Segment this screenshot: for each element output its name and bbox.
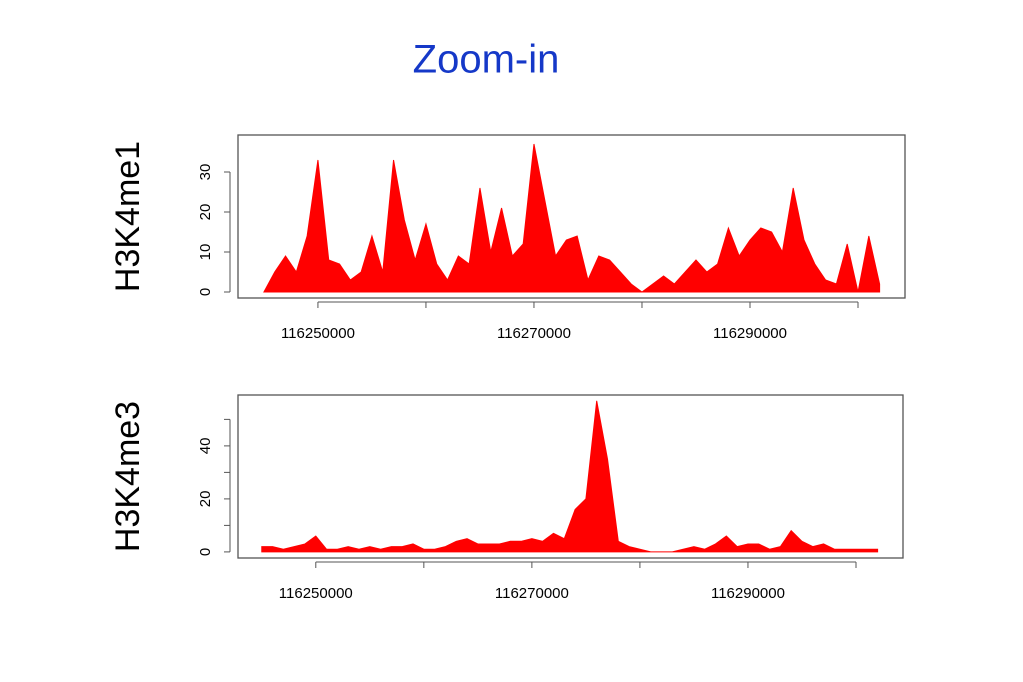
x-tick-label: 116290000 [711,585,785,602]
y-tick-label: 40 [197,438,214,455]
y-tick-label: 0 [197,548,214,556]
y-tick-label: 20 [197,204,214,221]
y-axis-label: H3K4me3 [109,401,147,552]
y-tick-label: 20 [197,491,214,508]
x-tick-label: 116270000 [495,585,569,602]
signal-area [261,400,879,553]
chart-title: Zoom-in [413,38,560,82]
x-tick-label: 116250000 [281,325,355,342]
y-tick-label: 0 [197,288,214,296]
plot-frame [237,394,904,559]
x-tick-label: 116270000 [497,325,571,342]
y-axis-label: H3K4me1 [109,141,147,292]
x-tick-label: 116290000 [713,325,787,342]
y-tick-label: 30 [197,164,214,181]
y-tick-label: 10 [197,244,214,261]
plot-frame [237,134,906,299]
signal-area [263,143,881,293]
x-tick-label: 116250000 [279,585,353,602]
